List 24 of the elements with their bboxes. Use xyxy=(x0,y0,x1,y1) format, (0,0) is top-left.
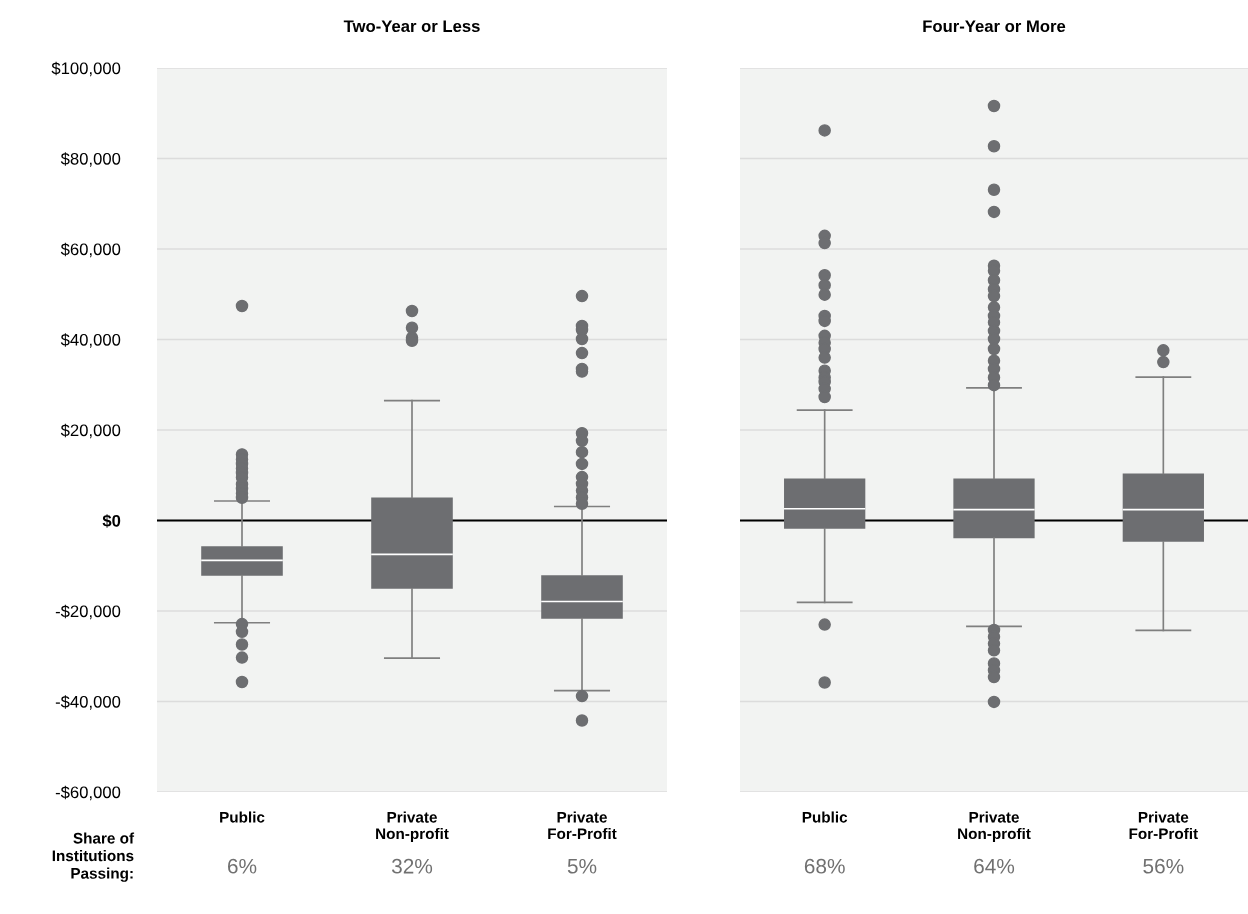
y-tick-label: $0 xyxy=(102,514,121,528)
text: 64% xyxy=(974,858,1015,874)
chart-title: Four-Year or More xyxy=(923,20,1066,33)
y-tick-label: -$60,000 xyxy=(55,785,121,801)
x-tick-label: Private Non-profit xyxy=(958,811,1031,843)
x-tick-label: Private For-Profit xyxy=(548,811,617,840)
x-tick-label: Public xyxy=(802,811,848,823)
chart-title: Two-Year or Less xyxy=(343,20,480,33)
x-tick-label: Private For-Profit xyxy=(1129,811,1198,840)
text: 6% xyxy=(228,858,257,874)
y-tick-label: $20,000 xyxy=(60,423,121,439)
text: 32% xyxy=(391,858,433,874)
text: 68% xyxy=(804,858,845,874)
y-tick-label: $40,000 xyxy=(60,333,121,348)
x-tick-label: Public xyxy=(220,811,265,823)
y-tick-label: $100,000 xyxy=(51,61,121,77)
text: Share of Institutions Passing: xyxy=(52,832,135,882)
y-tick-label: -$40,000 xyxy=(55,695,121,710)
x-tick-label: Private Non-profit xyxy=(376,811,449,843)
text: 56% xyxy=(1143,858,1184,874)
y-tick-label: $60,000 xyxy=(60,242,121,258)
text: 5% xyxy=(567,858,597,874)
y-tick-label: $80,000 xyxy=(60,152,121,167)
y-tick-label: -$20,000 xyxy=(55,604,121,620)
